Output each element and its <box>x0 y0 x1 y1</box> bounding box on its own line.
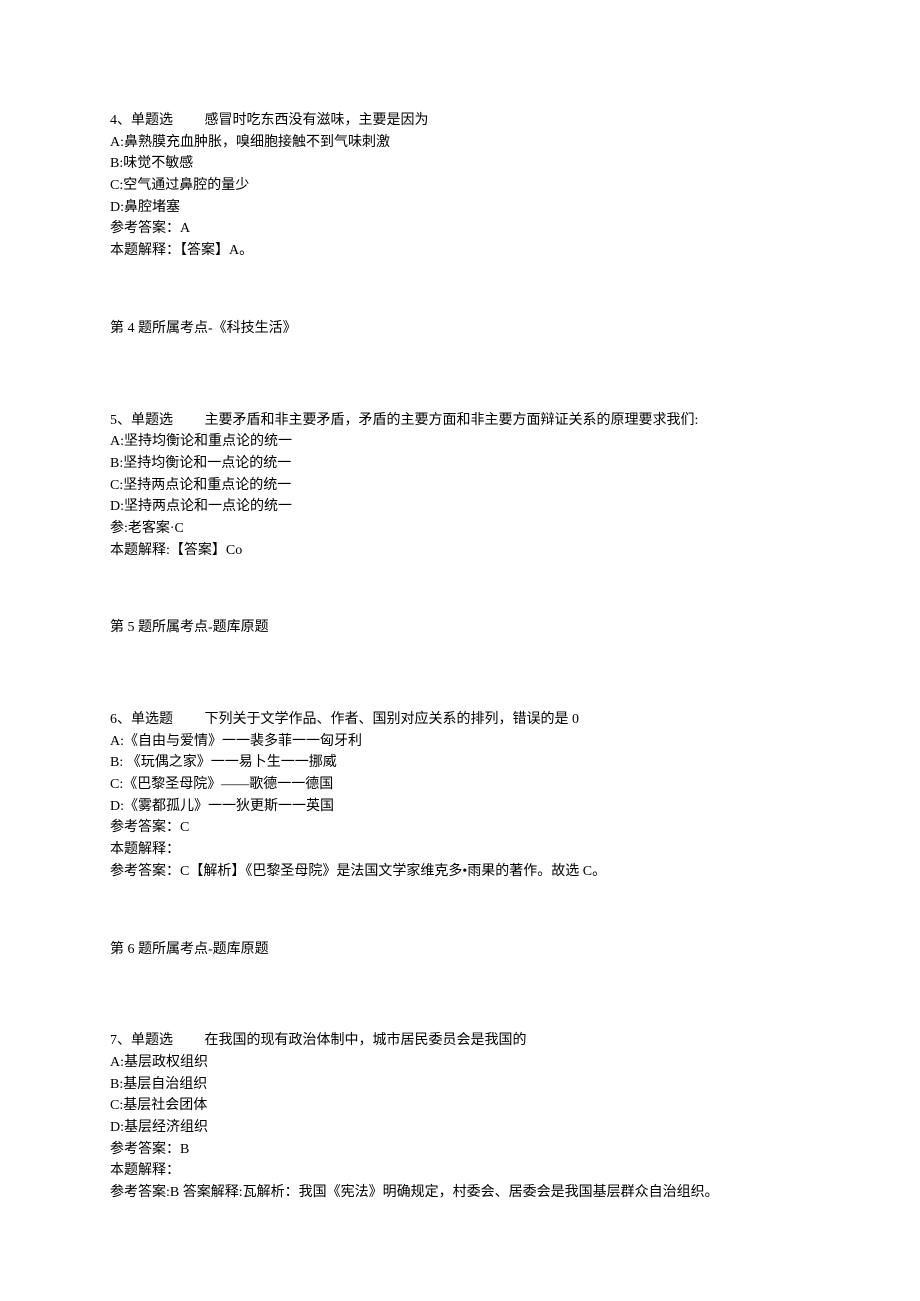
question-header: 4、单题选 感冒时吃东西没有滋味，主要是因为 <box>110 110 810 132</box>
explanation-body: 参考答案：C【解析】《巴黎圣母院》是法国文学家维克多•雨果的著作。故选 C。 <box>110 861 810 883</box>
option-c: C:《巴黎圣母院》——歌德一一德国 <box>110 774 810 796</box>
question-number: 7、单题选 <box>110 1033 173 1048</box>
question-header: 7、单题选 在我国的现有政治体制中，城市居民委员会是我国的 <box>110 1030 810 1052</box>
question-number: 5、单题选 <box>110 413 173 428</box>
question-stem: 下列关于文学作品、作者、国别对应关系的排列，错误的是 0 <box>205 712 580 727</box>
explanation-label: 本题解释： <box>110 839 810 861</box>
option-a: A:基层政权组织 <box>110 1052 810 1074</box>
option-b: B:味觉不敏感 <box>110 153 810 175</box>
document-page: 4、单题选 感冒时吃东西没有滋味，主要是因为 A:鼻熟膜充血肿胀，嗅细胞接触不到… <box>0 0 920 1301</box>
answer-label: 参:老客案·C <box>110 518 810 540</box>
option-b: B: 《玩偶之家》一一易卜生一一挪威 <box>110 752 810 774</box>
explanation-label: 本题解释：【答案】A。 <box>110 240 810 262</box>
question-number: 4、单题选 <box>110 113 173 128</box>
option-c: C:坚持两点论和重点论的统一 <box>110 475 810 497</box>
question-stem: 主要矛盾和非主要矛盾，矛盾的主要方面和非主要方面辩证关系的原理要求我们: <box>205 413 699 428</box>
option-a: A:鼻熟膜充血肿胀，嗅细胞接触不到气味刺激 <box>110 132 810 154</box>
explanation-label: 本题解释： <box>110 1160 810 1182</box>
question-block-6: 6、单选题 下列关于文学作品、作者、国别对应关系的排列，错误的是 0 A:《自由… <box>110 709 810 960</box>
question-header: 6、单选题 下列关于文学作品、作者、国别对应关系的排列，错误的是 0 <box>110 709 810 731</box>
answer-label: 参考答案：C <box>110 817 810 839</box>
question-stem: 感冒时吃东西没有滋味，主要是因为 <box>205 113 429 128</box>
answer-label: 参考答案：B <box>110 1139 810 1161</box>
option-c: C:空气通过鼻腔的量少 <box>110 175 810 197</box>
question-block-7: 7、单题选 在我国的现有政治体制中，城市居民委员会是我国的 A:基层政权组织 B… <box>110 1030 810 1204</box>
option-a: A:坚持均衡论和重点论的统一 <box>110 431 810 453</box>
option-d: D:基层经济组织 <box>110 1117 810 1139</box>
question-header: 5、单题选 主要矛盾和非主要矛盾，矛盾的主要方面和非主要方面辩证关系的原理要求我… <box>110 410 810 432</box>
option-d: D:《雾都孤儿》一一狄更斯一一英国 <box>110 796 810 818</box>
question-stem: 在我国的现有政治体制中，城市居民委员会是我国的 <box>205 1033 527 1048</box>
question-point: 第 5 题所属考点-题库原题 <box>110 617 810 639</box>
question-block-5: 5、单题选 主要矛盾和非主要矛盾，矛盾的主要方面和非主要方面辩证关系的原理要求我… <box>110 410 810 640</box>
question-point: 第 4 题所属考点-《科技生活》 <box>110 318 810 340</box>
question-number: 6、单选题 <box>110 712 173 727</box>
option-b: B:坚持均衡论和一点论的统一 <box>110 453 810 475</box>
option-d: D:坚持两点论和一点论的统一 <box>110 496 810 518</box>
option-c: C:基层社会团体 <box>110 1095 810 1117</box>
option-d: D:鼻腔堵塞 <box>110 197 810 219</box>
option-b: B:基层自治组织 <box>110 1074 810 1096</box>
explanation-label: 本题解释:【答案】Co <box>110 540 810 562</box>
answer-label: 参考答案：A <box>110 218 810 240</box>
option-a: A:《自由与爱情》一一裴多菲一一匈牙利 <box>110 731 810 753</box>
question-block-4: 4、单题选 感冒时吃东西没有滋味，主要是因为 A:鼻熟膜充血肿胀，嗅细胞接触不到… <box>110 110 810 340</box>
explanation-body: 参考答案:B 答案解释:瓦解析：我国《宪法》明确规定，村委会、居委会是我国基层群… <box>110 1182 810 1204</box>
question-point: 第 6 题所属考点-题库原题 <box>110 939 810 961</box>
